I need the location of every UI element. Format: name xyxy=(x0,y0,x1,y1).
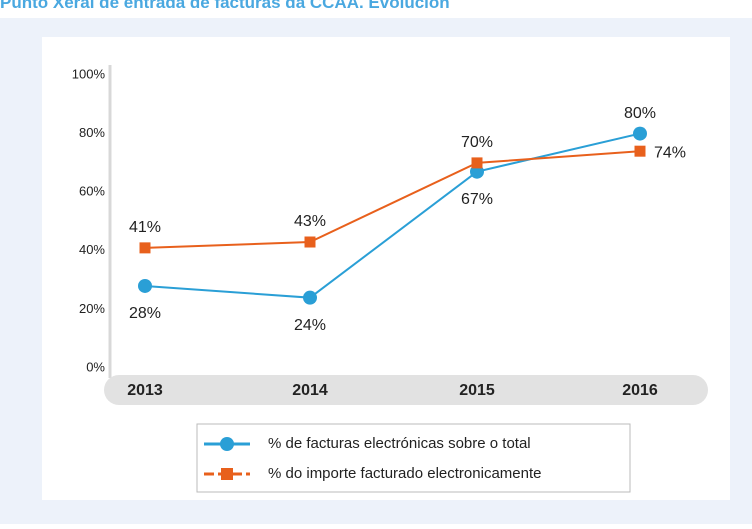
data-label: 74% xyxy=(654,144,686,161)
data-label: 28% xyxy=(129,305,161,322)
point xyxy=(633,126,647,141)
data-label: 41% xyxy=(129,219,161,236)
series-line xyxy=(144,150,641,249)
data-label: 67% xyxy=(461,191,493,208)
y-tick-label: 40% xyxy=(79,242,105,257)
data-label: 80% xyxy=(624,105,656,122)
point xyxy=(471,157,483,169)
legend-marker xyxy=(221,468,233,480)
data-label: 70% xyxy=(461,134,493,151)
legend-label: % de facturas electrónicas sobre o total xyxy=(268,435,531,452)
series-line xyxy=(144,132,641,299)
y-tick-label: 80% xyxy=(79,125,105,140)
y-tick-label: 60% xyxy=(79,184,105,199)
y-tick-label: 100% xyxy=(72,66,106,81)
data-label: 24% xyxy=(294,317,326,334)
point xyxy=(138,278,152,293)
data-label: 43% xyxy=(294,213,326,230)
point xyxy=(139,242,151,254)
x-tick-label: 2015 xyxy=(459,382,495,399)
legend-box xyxy=(196,423,631,493)
legend-marker xyxy=(220,437,234,451)
y-tick-label: 20% xyxy=(79,301,105,316)
y-tick-label: 0% xyxy=(86,359,105,374)
x-tick-label: 2016 xyxy=(622,382,658,399)
point xyxy=(304,236,316,248)
point xyxy=(303,290,317,305)
x-band xyxy=(104,375,708,405)
legend-label: % do importe facturado electronicamente xyxy=(268,465,541,482)
card xyxy=(42,37,730,500)
point xyxy=(634,145,646,157)
x-tick-label: 2013 xyxy=(127,382,163,399)
chart-title: Punto Xeral de entrada de facturas da CC… xyxy=(0,0,450,12)
x-tick-label: 2014 xyxy=(292,382,328,399)
